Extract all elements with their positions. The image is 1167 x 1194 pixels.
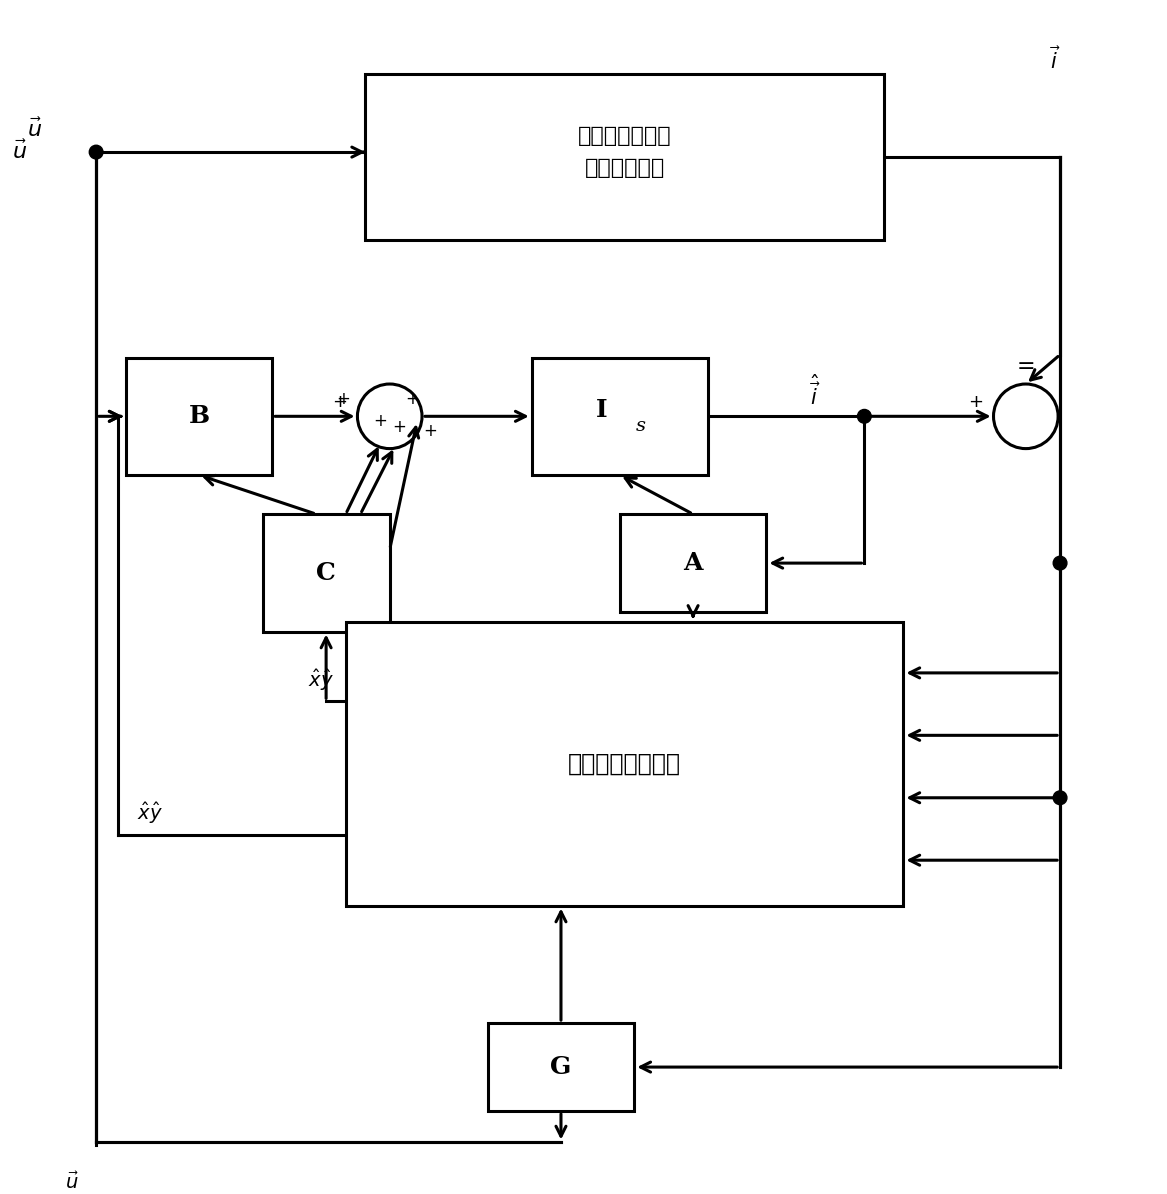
Text: G: G bbox=[551, 1055, 572, 1079]
Text: +: + bbox=[392, 418, 406, 436]
Text: +: + bbox=[422, 421, 436, 441]
Circle shape bbox=[993, 384, 1058, 449]
Bar bbox=[488, 1023, 635, 1112]
Bar bbox=[620, 515, 767, 613]
Text: +: + bbox=[969, 393, 984, 411]
Circle shape bbox=[1053, 790, 1067, 805]
Text: I: I bbox=[596, 399, 608, 423]
Text: 无轴承永磁同步
电机状态方程: 无轴承永磁同步 电机状态方程 bbox=[578, 125, 671, 178]
Text: B: B bbox=[188, 405, 209, 429]
Bar bbox=[126, 357, 272, 475]
Bar bbox=[345, 622, 903, 905]
Text: $\vec{u}$: $\vec{u}$ bbox=[27, 119, 42, 142]
Text: −: − bbox=[1016, 355, 1035, 374]
Text: $\vec{u}$: $\vec{u}$ bbox=[12, 141, 28, 164]
Text: A: A bbox=[684, 552, 703, 576]
Text: $\vec{i}$: $\vec{i}$ bbox=[1050, 45, 1062, 73]
Bar bbox=[532, 357, 707, 475]
Circle shape bbox=[858, 410, 872, 423]
Text: $\hat{\vec{i}}$: $\hat{\vec{i}}$ bbox=[810, 375, 822, 410]
Text: $\hat{x}\hat{y}$: $\hat{x}\hat{y}$ bbox=[137, 800, 163, 826]
Text: 转子位移自适应律: 转子位移自适应律 bbox=[568, 752, 682, 776]
Text: −: − bbox=[1016, 359, 1035, 380]
Text: s: s bbox=[636, 417, 647, 435]
Text: +: + bbox=[373, 412, 387, 430]
Text: +: + bbox=[336, 389, 350, 407]
Text: +: + bbox=[405, 389, 419, 407]
Text: $\hat{x}\hat{y}$: $\hat{x}\hat{y}$ bbox=[308, 666, 334, 693]
Bar bbox=[263, 515, 390, 632]
Text: C: C bbox=[316, 561, 336, 585]
Text: $\vec{u}$: $\vec{u}$ bbox=[65, 1171, 78, 1193]
Circle shape bbox=[1053, 556, 1067, 570]
Circle shape bbox=[90, 146, 103, 159]
Text: +: + bbox=[333, 393, 348, 411]
Bar bbox=[365, 74, 883, 240]
Circle shape bbox=[357, 384, 422, 449]
